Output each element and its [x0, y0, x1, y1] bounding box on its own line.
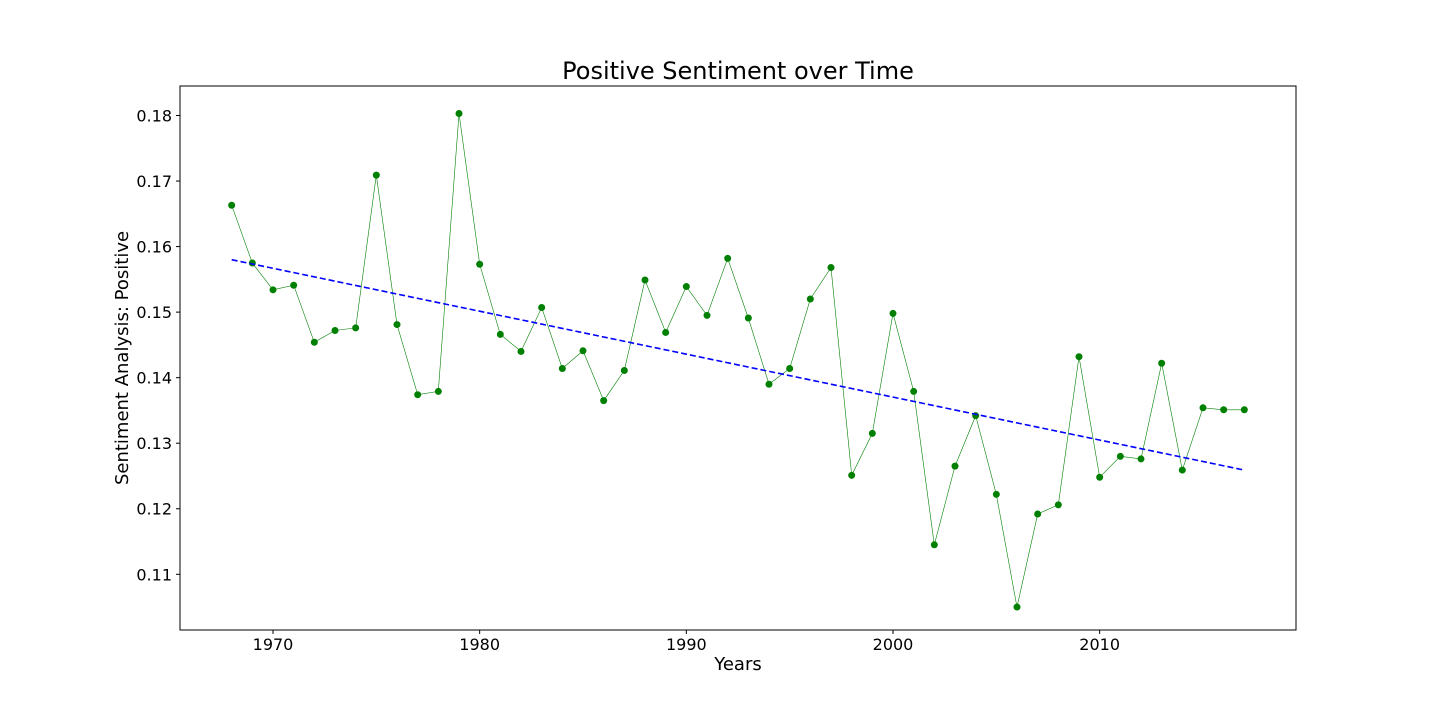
data-point — [538, 304, 546, 312]
data-point — [372, 171, 380, 179]
data-point — [765, 380, 773, 388]
data-point — [517, 347, 525, 355]
data-point — [558, 364, 566, 372]
data-point — [703, 311, 711, 319]
y-tick-label: 0.14 — [136, 369, 172, 388]
data-point — [1116, 452, 1124, 460]
data-point — [1034, 510, 1042, 518]
data-point — [662, 328, 670, 336]
data-point — [579, 347, 587, 355]
y-tick-label: 0.18 — [136, 106, 172, 125]
data-point — [476, 260, 484, 268]
data-point — [786, 364, 794, 372]
trend-line — [231, 258, 1245, 471]
data-point — [393, 321, 401, 329]
data-point — [827, 264, 835, 272]
data-point — [455, 110, 463, 118]
data-point — [1075, 353, 1083, 361]
y-tick-label: 0.17 — [136, 172, 172, 191]
y-tick-label: 0.13 — [136, 434, 172, 453]
data-point — [1137, 455, 1145, 463]
data-point — [496, 330, 504, 338]
data-point — [1178, 466, 1186, 474]
data-point — [269, 286, 277, 294]
data-point — [600, 397, 608, 405]
data-point — [1240, 406, 1248, 414]
data-point — [310, 338, 318, 346]
data-point — [724, 254, 732, 262]
data-point — [434, 387, 442, 395]
data-point — [414, 391, 422, 399]
data-point — [951, 462, 959, 470]
x-axis-label: Years — [713, 654, 762, 675]
data-point — [930, 541, 938, 549]
x-tick-label: 2000 — [873, 635, 914, 654]
y-tick-label: 0.11 — [136, 565, 172, 584]
data-point — [228, 201, 236, 209]
data-point — [744, 314, 752, 322]
data-point — [620, 366, 628, 374]
x-tick-label: 2010 — [1079, 635, 1120, 654]
data-point — [331, 326, 339, 334]
series-line — [231, 113, 1245, 608]
chart-title: Positive Sentiment over Time — [562, 57, 914, 85]
x-tick-label: 1990 — [666, 635, 707, 654]
data-point — [1158, 359, 1166, 367]
plot-frame — [179, 85, 1297, 631]
data-point — [352, 324, 360, 332]
data-point — [641, 276, 649, 284]
data-point — [1220, 406, 1228, 414]
data-point — [889, 309, 897, 317]
y-tick-label: 0.16 — [136, 238, 172, 257]
data-point — [848, 471, 856, 479]
data-point — [1096, 473, 1104, 481]
data-point — [290, 281, 298, 289]
data-point — [868, 429, 876, 437]
plot-area: 1970 1980 1990 2000 2010 0.11 0.12 0.13 0.14 0.15… — [136, 85, 1297, 654]
y-tick-label: 0.15 — [136, 303, 172, 322]
x-tick-label: 1980 — [459, 635, 500, 654]
data-point — [992, 490, 1000, 498]
x-tick-label: 1970 — [253, 635, 294, 654]
data-point — [806, 295, 814, 303]
data-point — [682, 283, 690, 291]
data-point — [910, 387, 918, 395]
data-point — [1199, 404, 1207, 412]
data-point — [1054, 501, 1062, 509]
data-point — [1013, 603, 1021, 611]
y-axis-label: Sentiment Analysis: Positive — [112, 231, 133, 485]
y-tick-label: 0.12 — [136, 500, 172, 519]
